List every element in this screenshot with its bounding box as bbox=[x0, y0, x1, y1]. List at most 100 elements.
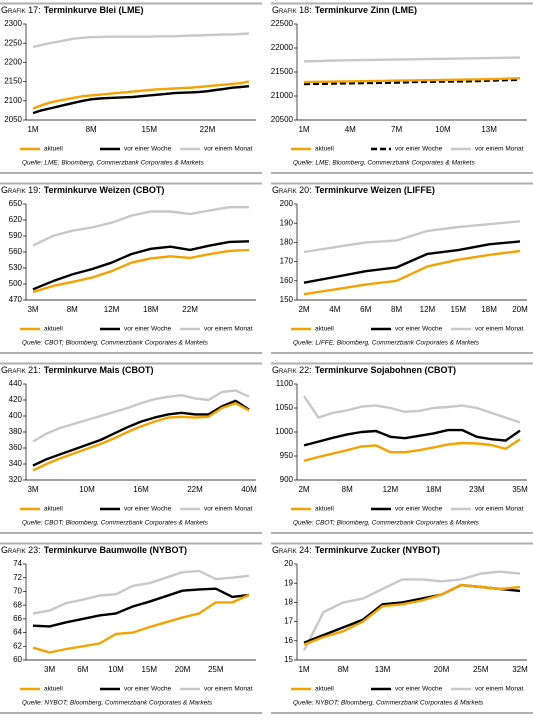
legend-label: vor einer Woche bbox=[395, 506, 443, 513]
y-tick-label: 16 bbox=[284, 636, 293, 645]
chart: Grafik 18: Terminkurve Zinn (LME) 20500 210… bbox=[271, 2, 533, 174]
series-line bbox=[32, 402, 250, 472]
x-tick-label: 2M bbox=[298, 485, 309, 494]
x-tick-label: 3M bbox=[27, 305, 38, 314]
series-line bbox=[32, 587, 250, 628]
legend-label: vor einer Woche bbox=[124, 326, 172, 333]
chart: Grafik 20: Terminkurve Weizen (LIFFE) 150 1… bbox=[271, 182, 533, 354]
y-tick-label: 1100 bbox=[276, 379, 294, 388]
series-line bbox=[303, 240, 521, 284]
legend-label: vor einem Monat bbox=[204, 326, 253, 333]
x-tick-label: 20M bbox=[434, 665, 450, 674]
legend-label: vor einer Woche bbox=[395, 686, 443, 693]
x-tick-label: 13M bbox=[481, 125, 497, 134]
y-tick-label: 21500 bbox=[271, 67, 294, 76]
x-tick-label: 4M bbox=[329, 305, 340, 314]
series-line bbox=[303, 395, 521, 424]
y-tick-label: 70 bbox=[13, 587, 22, 596]
series-line bbox=[303, 77, 521, 84]
series-line bbox=[32, 389, 250, 443]
x-tick-label: 3M bbox=[27, 485, 38, 494]
y-tick-label: 18 bbox=[284, 598, 293, 607]
y-tick-label: 150 bbox=[280, 295, 294, 304]
source: Quelle: NYBOT; Bloomberg, Commerzbank Co… bbox=[293, 700, 484, 707]
chart-title: Grafik 20: Terminkurve Weizen (LIFFE) bbox=[272, 185, 435, 195]
x-tick-label: 12M bbox=[104, 305, 120, 314]
y-tick-label: 360 bbox=[9, 443, 23, 452]
y-tick-label: 22000 bbox=[271, 43, 294, 52]
x-tick-label: 15M bbox=[142, 125, 158, 134]
y-tick-label: 950 bbox=[280, 451, 294, 460]
series-line bbox=[303, 583, 521, 646]
chart-title: Grafik 22: Terminkurve Sojabohnen (CBOT) bbox=[272, 365, 456, 375]
x-tick-label: 18M bbox=[481, 305, 497, 314]
source: Quelle: CBOT; Bloomberg, Commerzbank Cor… bbox=[22, 520, 209, 527]
chart-title: Grafik 24: Terminkurve Zucker (NYBOT) bbox=[272, 545, 440, 555]
chart: Grafik 19: Terminkurve Weizen (CBOT) 470 50… bbox=[0, 182, 262, 354]
x-tick-label: 13M bbox=[375, 665, 391, 674]
y-tick-label: 17 bbox=[284, 617, 293, 626]
y-tick-label: 68 bbox=[13, 600, 22, 609]
chart-title: Grafik 17: Terminkurve Blei (LME) bbox=[1, 5, 144, 15]
x-tick-label: 25M bbox=[473, 665, 489, 674]
x-tick-label: 20M bbox=[175, 665, 191, 674]
chart-title-text: Terminkurve Zucker (NYBOT) bbox=[315, 545, 440, 555]
series-line bbox=[32, 80, 250, 110]
y-tick-label: 20 bbox=[284, 559, 293, 568]
x-tick-label: 22M bbox=[187, 485, 203, 494]
chart-label: Grafik 22: bbox=[272, 365, 312, 375]
legend-label: vor einem Monat bbox=[204, 146, 253, 153]
y-tick-label: 20500 bbox=[271, 115, 294, 124]
x-tick-label: 25M bbox=[208, 665, 224, 674]
chart: Grafik 23: Terminkurve Baumwolle (NYBOT) 6… bbox=[0, 542, 262, 714]
legend-label: vor einer Woche bbox=[124, 506, 172, 513]
legend-label: aktuell bbox=[44, 506, 63, 513]
series-line bbox=[303, 428, 521, 447]
chart-label: Grafik 17: bbox=[1, 5, 41, 15]
y-tick-label: 72 bbox=[13, 573, 22, 582]
source: Quelle: NYBOT; Bloomberg, Commerzbank Co… bbox=[22, 700, 213, 707]
y-tick-label: 62 bbox=[13, 641, 22, 650]
x-tick-label: 3M bbox=[44, 665, 55, 674]
series-line bbox=[32, 206, 249, 247]
y-tick-label: 470 bbox=[9, 295, 23, 304]
legend-label: vor einem Monat bbox=[204, 506, 253, 513]
x-tick-label: 22M bbox=[200, 125, 216, 134]
x-tick-label: 12M bbox=[383, 485, 399, 494]
y-tick-label: 60 bbox=[13, 655, 22, 664]
x-tick-label: 6M bbox=[360, 305, 371, 314]
legend-label: vor einer Woche bbox=[124, 686, 172, 693]
y-tick-label: 400 bbox=[9, 411, 23, 420]
y-tick-label: 190 bbox=[280, 218, 294, 227]
chart-title-text: Terminkurve Weizen (CBOT) bbox=[44, 185, 165, 195]
y-tick-label: 650 bbox=[9, 199, 23, 208]
legend-label: aktuell bbox=[315, 506, 334, 513]
chart-title-text: Terminkurve Baumwolle (NYBOT) bbox=[44, 545, 187, 555]
y-tick-label: 2250 bbox=[4, 38, 22, 47]
series-line bbox=[32, 569, 250, 615]
y-tick-label: 160 bbox=[280, 276, 294, 285]
legend-label: aktuell bbox=[315, 326, 334, 333]
source: Quelle: LIFFE; Bloomberg, Commerzbank Co… bbox=[293, 340, 480, 347]
x-tick-label: 6M bbox=[77, 665, 88, 674]
y-tick-label: 500 bbox=[9, 279, 23, 288]
chart-title: Grafik 21: Terminkurve Mais (CBOT) bbox=[1, 365, 154, 375]
y-tick-label: 19 bbox=[284, 578, 293, 587]
chart-label: Grafik 18: bbox=[272, 5, 312, 15]
x-tick-label: 20M bbox=[512, 305, 528, 314]
series-line bbox=[303, 56, 521, 63]
x-tick-label: 18M bbox=[143, 305, 159, 314]
chart: Grafik 17: Terminkurve Blei (LME) 2050 2100… bbox=[0, 2, 262, 174]
x-tick-label: 8M bbox=[342, 485, 353, 494]
legend-label: vor einer Woche bbox=[395, 326, 443, 333]
x-tick-label: 22M bbox=[182, 305, 198, 314]
x-tick-label: 10M bbox=[108, 665, 124, 674]
legend-label: vor einem Monat bbox=[475, 506, 524, 513]
y-tick-label: 530 bbox=[9, 263, 23, 272]
chart: Grafik 21: Terminkurve Mais (CBOT) 320 340 3… bbox=[0, 362, 262, 534]
source: Quelle: LME; Bloomberg, Commerzbank Corp… bbox=[22, 160, 204, 167]
x-tick-label: 8M bbox=[86, 125, 97, 134]
y-tick-label: 320 bbox=[9, 475, 23, 484]
x-tick-label: 7M bbox=[391, 125, 402, 134]
